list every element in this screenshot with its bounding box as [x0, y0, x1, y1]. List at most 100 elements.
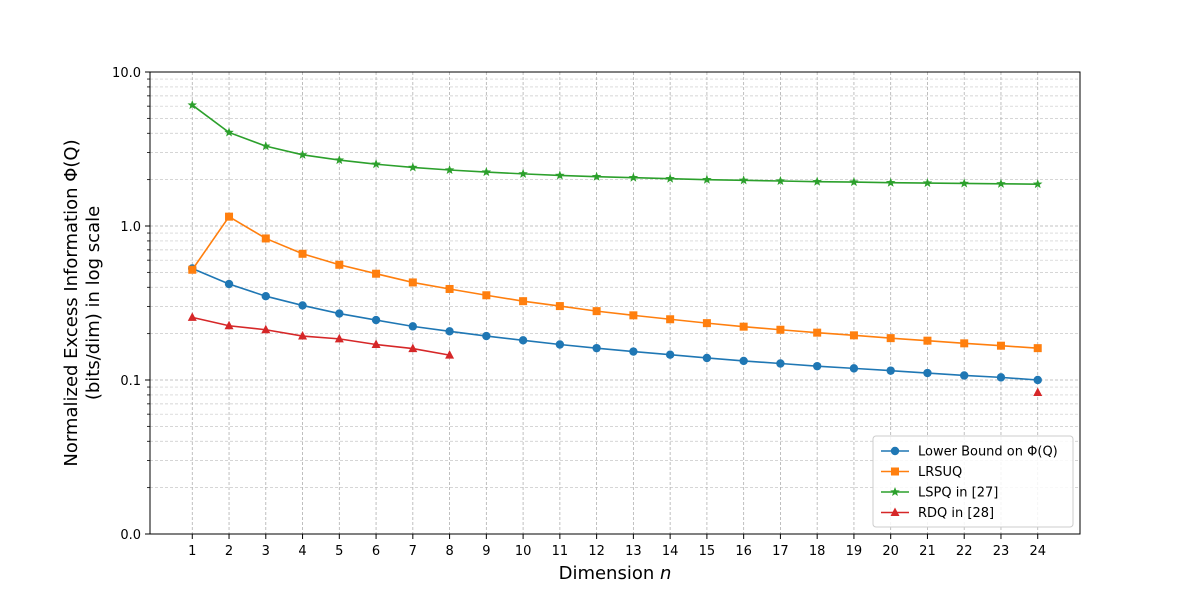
- data-point: [886, 366, 895, 375]
- data-point: [334, 333, 344, 343]
- data-point: [885, 177, 896, 187]
- data-point: [813, 328, 822, 337]
- data-point: [886, 334, 895, 343]
- data-point: [298, 331, 308, 340]
- series-3: [187, 312, 1043, 396]
- y-tick-label: 0.1: [120, 374, 141, 389]
- x-tick-label: 21: [919, 544, 936, 559]
- x-tick-label: 20: [882, 544, 899, 559]
- data-point: [702, 353, 712, 363]
- data-point: [298, 301, 307, 310]
- data-point: [298, 249, 307, 258]
- x-tick-label: 11: [552, 544, 569, 559]
- legend-label: LSPQ in [27]: [918, 486, 998, 501]
- data-point: [224, 320, 234, 330]
- minor-gridlines: [150, 78, 1080, 488]
- data-point: [187, 312, 197, 321]
- y-axis-label-line2: (bits/dim) in log scale: [83, 206, 104, 400]
- x-tick-label: 16: [735, 544, 752, 559]
- x-tick-label: 5: [335, 544, 343, 559]
- data-point: [555, 340, 565, 349]
- data-point: [224, 127, 234, 137]
- data-point: [261, 234, 270, 243]
- data-point: [891, 467, 899, 476]
- data-point: [371, 339, 381, 349]
- data-point: [592, 307, 601, 316]
- data-point: [776, 359, 785, 368]
- data-point: [445, 327, 454, 336]
- data-point: [849, 177, 859, 187]
- data-point: [481, 167, 492, 177]
- data-point: [261, 324, 271, 334]
- series-line: [191, 267, 1038, 381]
- x-tick-label: 12: [588, 544, 605, 559]
- series-2: [187, 100, 1043, 189]
- data-point: [408, 162, 418, 172]
- data-point: [518, 336, 528, 345]
- legend: Lower Bound on Φ(Q) LRSUQ LSPQ in [27] RDQ …: [872, 435, 1074, 528]
- data-point: [371, 159, 381, 169]
- series-line: [191, 215, 1038, 349]
- data-point: [261, 292, 270, 301]
- x-tick-label: 7: [409, 544, 417, 559]
- x-tick-label: 23: [993, 544, 1010, 559]
- data-point: [739, 356, 748, 366]
- legend-label: Lower Bound on Φ(Q): [918, 445, 1058, 460]
- data-point: [629, 311, 638, 320]
- y-axis-ticks: 0.0 0.1 1.0 10.0: [112, 66, 150, 543]
- x-axis-ticks: 1 2 3 4 5 6 7 8 9 10 11 12 13 14 15 16 17 18 19 20 21 22 23 24: [188, 534, 1046, 559]
- y-tick-label: 10.0: [112, 66, 141, 81]
- data-point: [261, 141, 271, 151]
- data-point: [1033, 344, 1042, 353]
- data-point: [187, 100, 198, 110]
- data-point: [188, 265, 197, 274]
- data-point: [297, 149, 308, 159]
- data-point: [960, 339, 969, 348]
- data-point: [923, 368, 932, 378]
- data-point: [224, 279, 234, 289]
- data-point: [922, 178, 933, 188]
- data-point: [776, 325, 785, 334]
- data-point: [408, 278, 417, 287]
- data-point: [738, 175, 749, 185]
- data-point: [371, 315, 381, 325]
- data-point: [518, 168, 528, 178]
- data-point: [591, 171, 602, 181]
- x-tick-label: 3: [262, 544, 270, 559]
- data-point: [1033, 375, 1042, 385]
- data-point: [996, 178, 1006, 188]
- data-point: [555, 302, 564, 311]
- series-line: [192, 316, 450, 356]
- x-tick-label: 17: [772, 544, 789, 559]
- data-point: [923, 336, 932, 345]
- data-point: [775, 175, 786, 186]
- x-tick-label: 18: [809, 544, 826, 559]
- x-tick-label: 10: [515, 544, 532, 559]
- x-tick-label: 13: [625, 544, 642, 559]
- series-1: [188, 212, 1042, 353]
- x-tick-label: 2: [225, 544, 233, 559]
- data-point: [519, 297, 528, 306]
- x-axis-label: Dimension n: [559, 563, 672, 584]
- data-point: [702, 319, 711, 328]
- data-point: [665, 173, 675, 183]
- x-tick-label: 9: [482, 544, 490, 559]
- data-point: [812, 176, 822, 186]
- data-point: [482, 291, 491, 300]
- y-axis-label-line1: Normalized Excess Information Φ(Q): [61, 139, 82, 466]
- data-point: [372, 269, 381, 278]
- legend-label: LRSUQ: [918, 465, 962, 480]
- data-point: [665, 350, 675, 359]
- data-point: [666, 315, 675, 324]
- plot-frame: [149, 71, 1081, 535]
- x-tick-label: 19: [846, 544, 863, 559]
- y-tick-label: 0.0: [120, 528, 141, 543]
- data-point: [482, 331, 491, 341]
- legend-label: RDQ in [28]: [918, 506, 994, 521]
- data-point: [849, 331, 858, 340]
- data-point: [408, 343, 418, 353]
- data-point: [890, 446, 900, 456]
- x-tick-label: 6: [372, 544, 380, 559]
- data-point: [812, 361, 822, 371]
